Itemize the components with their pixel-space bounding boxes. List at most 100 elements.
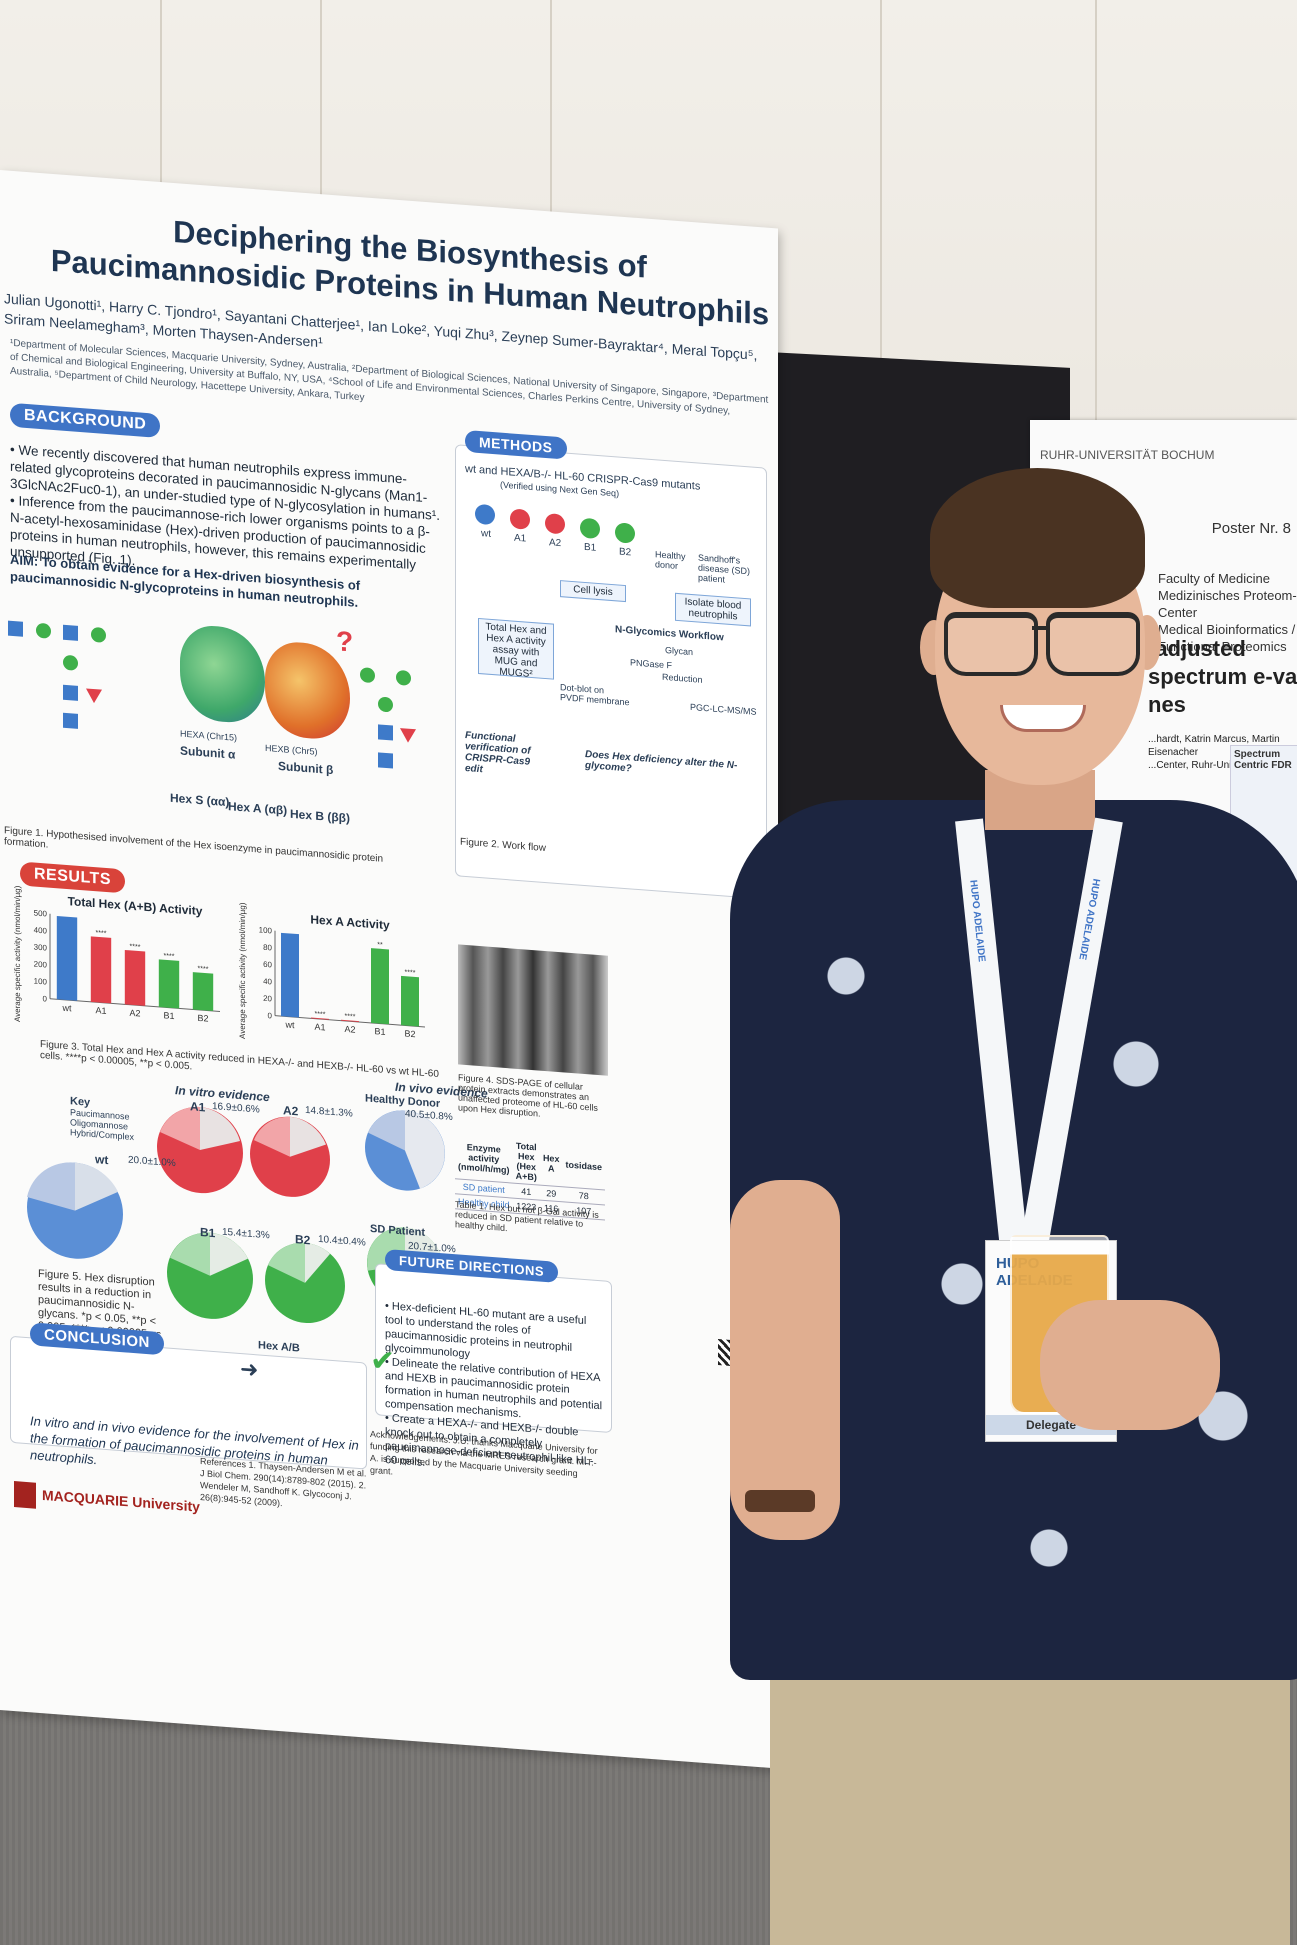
- paucimannose-glycan: [360, 667, 440, 783]
- bar-B2: [401, 975, 419, 1027]
- functional-verification-label: Functional verification of CRISPR-Cas9 e…: [465, 729, 531, 776]
- glycan-label: Glycan: [665, 645, 694, 658]
- mannose-circle: [360, 667, 375, 684]
- significance-label: ****: [405, 969, 416, 977]
- glcnac-square: [8, 620, 23, 637]
- bar-B2: [192, 972, 214, 1012]
- box-title: Spectrum Centric FDR: [1234, 749, 1292, 771]
- b2-cell-label: B2: [619, 546, 632, 559]
- glcnac-square: [378, 724, 393, 741]
- mannose-circle: [36, 622, 51, 639]
- figure4-caption: Figure 4. SDS-PAGE of cellular protein e…: [458, 1072, 598, 1119]
- x-tick-label: A1: [314, 1022, 325, 1033]
- glcnac-square: [63, 624, 78, 641]
- table-cell: 29: [539, 1185, 563, 1202]
- y-tick-label: 0: [268, 1011, 273, 1020]
- pie-a1-oligo-slice: [160, 1106, 200, 1151]
- significance-label: ****: [164, 953, 175, 961]
- mannose-circle: [396, 669, 411, 686]
- neighbor-poster-faculty: Faculty of Medicine Medizinisches Proteo…: [1158, 570, 1297, 655]
- pie-wt-label: wt: [95, 1152, 109, 1168]
- b2-cell-icon: [615, 522, 635, 544]
- x-tick-label: wt: [285, 1019, 295, 1030]
- y-axis-label: Average specific activity (nmol/min/µg): [13, 885, 22, 1022]
- wt-cell-icon: [475, 503, 495, 526]
- sds-page-gel-image: [458, 944, 608, 1076]
- x-tick-label: B1: [163, 1010, 174, 1021]
- table-header: Total Hex (Hex A+B): [512, 1138, 540, 1186]
- activity-bar-charts: Total Hex (A+B) Activity Average specific…: [13, 885, 425, 1039]
- chart-title: Total Hex (A+B) Activity: [68, 894, 203, 918]
- x-tick-label: B2: [197, 1013, 208, 1024]
- pie-a1-label: A1: [190, 1099, 206, 1115]
- y-tick-label: 0: [43, 994, 48, 1003]
- significance-label: **: [377, 942, 383, 949]
- pie-b2-pauci-slice: [305, 1242, 330, 1283]
- pie-b1-label: B1: [200, 1225, 216, 1241]
- pie-hd-pauci-slice: [405, 1110, 445, 1189]
- mannose-circle: [63, 654, 78, 671]
- bar-B1: [371, 948, 389, 1025]
- neighbor-poster-center: ...Center, Ruhr-University Bochum: [1148, 760, 1297, 771]
- significance-label: ****: [345, 1013, 356, 1021]
- hex-b-label: Hex B (ββ): [290, 806, 350, 826]
- y-tick-label: 20: [263, 994, 272, 1004]
- pie-a2-label: A2: [283, 1103, 299, 1119]
- hex-a-chart: Hex A Activity Average specific activity …: [238, 902, 425, 1039]
- department-line: Medizinisches Proteom-Center: [1158, 588, 1297, 620]
- bar-A2: [341, 1019, 359, 1022]
- hex-a-label: Hex A (αβ): [228, 799, 288, 818]
- significance-label: ****: [130, 943, 141, 951]
- y-tick-label: 80: [263, 943, 272, 953]
- hexa-gene-label: HEXA (Chr15): [180, 728, 238, 743]
- bar-wt: [56, 915, 78, 1001]
- y-tick-label: 100: [34, 977, 48, 987]
- title-line: -adjusted spectrum e-va: [1148, 636, 1297, 689]
- neighbor-poster-box: Spectrum Centric FDR: [1230, 745, 1297, 927]
- x-tick-label: A1: [95, 1005, 106, 1016]
- pie-b1-pauci-slice: [210, 1232, 248, 1276]
- poster-board: [770, 352, 1070, 1538]
- pie-a2-oligo-slice: [254, 1116, 290, 1157]
- university-name: MACQUARIE University: [42, 1486, 200, 1515]
- research-poster: Deciphering the Biosynthesis of Pauciman…: [0, 170, 778, 1769]
- y-axis-label: Average specific activity (nmol/min/µg): [238, 902, 247, 1039]
- table-header: tosidase: [562, 1142, 605, 1190]
- b1-cell-icon: [580, 517, 600, 540]
- hex-s-label: Hex S (αα): [170, 790, 230, 810]
- section-background-label: BACKGROUND: [10, 402, 161, 439]
- total-hex-chart: Total Hex (A+B) Activity Average specific…: [13, 885, 220, 1024]
- bar-B1: [158, 959, 180, 1009]
- university-logo: MACQUARIE University: [14, 1481, 200, 1521]
- neighbor-poster: RUHR-UNIVERSITÄT BOCHUM Poster Nr. 8 Fac…: [1030, 420, 1297, 940]
- pie-wt-pauci-slice: [75, 1162, 118, 1211]
- sandhoff-patient-label: Sandhoff's disease (SD) patient: [698, 552, 751, 585]
- a1-cell-label: A1: [514, 532, 527, 545]
- fucose-triangle: [400, 728, 416, 744]
- pie-a2-pauci-slice: [290, 1116, 326, 1157]
- department-line: Medical Bioinformatics / Functional Prot…: [1158, 622, 1296, 654]
- y-tick-label: 300: [34, 943, 48, 953]
- pie-b2-label: B2: [295, 1232, 311, 1248]
- pie-hd-oligo-slice: [368, 1110, 405, 1151]
- bar-wt: [281, 932, 299, 1018]
- neighbor-poster-authors: ...hardt, Katrin Marcus, Martin Eisenach…: [1148, 734, 1280, 758]
- y-tick-label: 500: [34, 909, 48, 919]
- b1-cell-label: B1: [584, 541, 597, 554]
- healthy-donor-label: Healthy donor: [655, 549, 686, 571]
- hexa-protein-structure: [180, 623, 265, 725]
- qr-code: [718, 1338, 744, 1367]
- table-header: Enzyme activity (nmol/h/mg): [455, 1134, 513, 1184]
- neighbor-poster-university: RUHR-UNIVERSITÄT BOCHUM: [1040, 448, 1215, 462]
- x-tick-label: A2: [129, 1008, 140, 1019]
- pie-wt-oligo-slice: [27, 1162, 75, 1211]
- x-tick-label: A2: [344, 1024, 355, 1035]
- glcnac-square: [63, 712, 78, 729]
- bar-A1: [90, 936, 112, 1004]
- y-tick-label: 100: [259, 925, 273, 935]
- mannose-circle: [91, 626, 106, 643]
- mannose-circle: [378, 696, 393, 713]
- title-line: nes: [1148, 692, 1186, 717]
- glcnac-square: [63, 684, 78, 701]
- significance-label: ****: [315, 1011, 326, 1019]
